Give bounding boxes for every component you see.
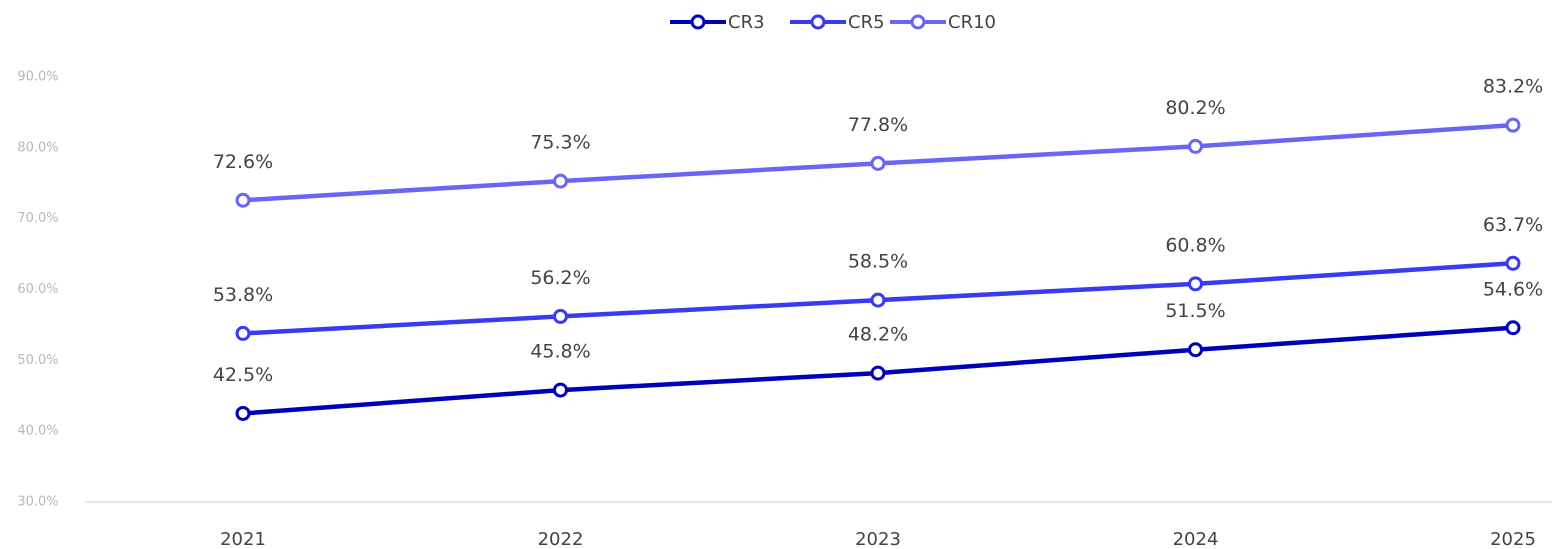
data-label: 56.2% [530, 267, 590, 289]
legend-marker [810, 14, 826, 30]
data-label: 63.7% [1483, 214, 1543, 236]
data-point [235, 192, 251, 208]
data-point [553, 382, 568, 398]
data-point [235, 405, 251, 421]
data-label: 77.8% [848, 114, 908, 136]
x-tick-label: 2021 [220, 529, 266, 549]
x-tick-label: 2025 [1490, 529, 1536, 549]
x-tick-label: 2024 [1173, 529, 1219, 549]
data-point [1505, 117, 1521, 133]
data-point [1188, 342, 1203, 358]
x-tick-label: 2023 [855, 529, 901, 549]
data-point [553, 173, 568, 189]
legend-marker [910, 14, 926, 30]
y-tick-label: 40.0% [17, 424, 58, 439]
data-point [1188, 276, 1203, 292]
data-label: 45.8% [530, 341, 590, 363]
data-label: 80.2% [1165, 97, 1225, 119]
legend-label: CR10 [948, 12, 996, 33]
data-point [870, 365, 886, 381]
y-tick-label: 90.0% [17, 70, 58, 85]
data-label: 58.5% [848, 251, 908, 273]
data-label: 83.2% [1483, 76, 1543, 98]
y-tick-label: 50.0% [17, 353, 58, 368]
x-tick-label: 2022 [538, 529, 584, 549]
data-label: 42.5% [213, 364, 273, 386]
data-label: 60.8% [1165, 234, 1225, 256]
y-tick-label: 30.0% [17, 495, 58, 510]
data-label: 75.3% [530, 132, 590, 154]
legend-marker [690, 14, 706, 30]
legend-label: CR5 [848, 12, 885, 33]
data-point [553, 308, 568, 324]
data-label: 48.2% [848, 324, 908, 346]
data-point [870, 155, 886, 171]
y-tick-label: 60.0% [17, 282, 58, 297]
data-label: 72.6% [213, 151, 273, 173]
data-point [1505, 255, 1521, 271]
data-label: 53.8% [213, 284, 273, 306]
y-tick-label: 70.0% [17, 211, 58, 226]
data-label: 54.6% [1483, 278, 1543, 300]
data-point [870, 292, 886, 308]
data-point [235, 325, 251, 341]
y-tick-label: 80.0% [17, 140, 58, 155]
data-point [1505, 320, 1521, 336]
data-point [1188, 138, 1203, 154]
data-label: 51.5% [1165, 300, 1225, 322]
legend-label: CR3 [728, 12, 765, 33]
